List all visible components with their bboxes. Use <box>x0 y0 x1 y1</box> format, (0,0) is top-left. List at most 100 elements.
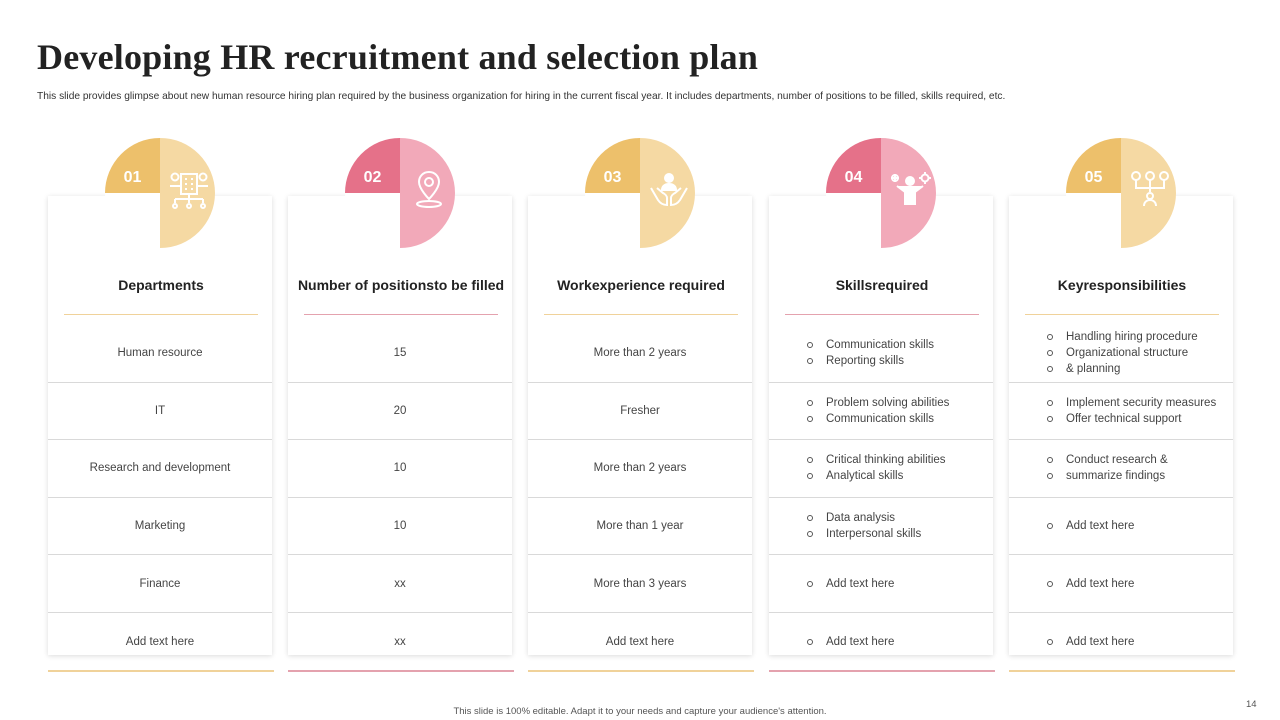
column-card <box>1009 196 1233 655</box>
cell-text: 20 <box>393 404 407 417</box>
table-cell: Communication skills Reporting skills <box>769 325 993 383</box>
bullet-item: Data analysis <box>807 510 993 526</box>
heading-divider <box>1025 314 1219 315</box>
table-cell: More than 2 years <box>528 440 752 498</box>
badge-quarter <box>826 138 881 193</box>
table-cell: IT <box>48 383 272 441</box>
slide-subtitle: This slide provides glimpse about new hu… <box>37 91 1006 102</box>
badge-cutout <box>345 193 400 248</box>
bullet-item: Reporting skills <box>807 353 993 369</box>
table-cell: Add text here <box>1009 555 1233 613</box>
table-cell: Add text here <box>1009 613 1233 671</box>
table-cell: Fresher <box>528 383 752 441</box>
bullet-item: Add text here <box>1047 576 1233 592</box>
column-bottom-line <box>769 670 995 672</box>
bullet-item: Conduct research & <box>1047 452 1233 468</box>
heading-divider <box>544 314 738 315</box>
bullet-item: summarize findings <box>1047 468 1233 484</box>
table-cell: More than 2 years <box>528 325 752 383</box>
bullet-item: Add text here <box>1047 518 1233 534</box>
column-bottom-line <box>1009 670 1235 672</box>
column-heading: Skills required <box>769 264 995 306</box>
badge-quarter <box>1066 138 1121 193</box>
cell-text: IT <box>154 404 166 417</box>
badge-half <box>400 138 455 248</box>
column-number: 03 <box>603 168 622 186</box>
cell-text: Marketing <box>134 520 186 533</box>
cell-text: xx <box>394 577 406 590</box>
badge-cutout <box>585 193 640 248</box>
table-cell: Add text here <box>1009 498 1233 556</box>
table-cell: Marketing <box>48 498 272 556</box>
bullet-item: Interpersonal skills <box>807 526 993 542</box>
column-04: 04 Skills required Communication skills Repo… <box>769 138 995 673</box>
page-number: 14 <box>1246 699 1257 710</box>
column-rows: More than 2 years Fresher More than 2 year… <box>528 325 752 671</box>
column-heading-line: to be filled <box>434 276 505 293</box>
badge-quarter <box>105 138 160 193</box>
table-cell: Add text here <box>769 555 993 613</box>
column-card <box>288 196 512 655</box>
bullet-item: Communication skills <box>807 411 993 427</box>
table-cell: Human resource <box>48 325 272 383</box>
table-cell: Add text here <box>48 613 272 671</box>
column-bottom-line <box>288 670 514 672</box>
table-cell: Problem solving abilities Communication s… <box>769 383 993 441</box>
bullet-item: Problem solving abilities <box>807 395 993 411</box>
bullet-list: Conduct research & summarize findings <box>1009 452 1233 484</box>
column-heading-line: experience required <box>591 276 725 293</box>
cell-text: Research and development <box>89 462 231 475</box>
column-card <box>528 196 752 655</box>
column-01: 01 Departments Human resource IT Research an… <box>48 138 274 673</box>
column-number: 02 <box>363 168 382 186</box>
bullet-item: & planning <box>1047 361 1233 377</box>
cell-text: More than 3 years <box>593 577 687 590</box>
cell-text: Human resource <box>117 347 203 360</box>
cell-text: Fresher <box>620 404 660 417</box>
column-rows: Communication skills Reporting skills Prob… <box>769 325 993 671</box>
column-bottom-line <box>528 670 754 672</box>
table-cell: Handling hiring procedure Organizational … <box>1009 325 1233 383</box>
cell-text: Add text here <box>605 635 675 648</box>
cell-text: 10 <box>393 520 407 533</box>
table-cell: Conduct research & summarize findings <box>1009 440 1233 498</box>
column-heading-line: Work <box>557 276 592 293</box>
cell-text: Add text here <box>125 635 195 648</box>
slide-title: Developing HR recruitment and selection … <box>37 37 759 77</box>
column-rows: Human resource IT Research and development… <box>48 325 272 671</box>
column-number: 01 <box>123 168 142 186</box>
cell-text: More than 1 year <box>596 520 684 533</box>
bullet-list: Add text here <box>1009 576 1233 592</box>
column-heading: Key responsibilities <box>1009 264 1235 306</box>
number-badge-circle: 04 <box>826 138 936 248</box>
column-heading-line: Key <box>1057 276 1084 293</box>
column-02: 02 Number of positions to be filled 15 20 10 1… <box>288 138 514 673</box>
column-heading: Work experience required <box>528 264 754 306</box>
bullet-item: Add text here <box>1047 634 1233 650</box>
table-cell: xx <box>288 555 512 613</box>
number-badge-circle: 03 <box>585 138 695 248</box>
bullet-item: Add text here <box>807 576 993 592</box>
table-cell: Research and development <box>48 440 272 498</box>
bullet-list: Handling hiring procedure Organizational … <box>1009 329 1233 377</box>
heading-divider <box>785 314 979 315</box>
column-05: 05 Key responsibilities Handling hiring pro… <box>1009 138 1235 673</box>
network-person-icon <box>1127 166 1173 212</box>
footer-note: This slide is 100% editable. Adapt it to… <box>453 706 827 717</box>
bullet-list: Critical thinking abilities Analytical sk… <box>769 452 993 484</box>
column-card <box>769 196 993 655</box>
cell-text: 15 <box>393 347 407 360</box>
table-cell: xx <box>288 613 512 671</box>
table-cell: More than 3 years <box>528 555 752 613</box>
cell-text: More than 2 years <box>593 462 687 475</box>
badge-half <box>640 138 695 248</box>
bullet-item: Add text here <box>807 634 993 650</box>
bullet-list: Add text here <box>769 576 993 592</box>
column-heading-line: required <box>872 276 929 293</box>
badge-cutout <box>826 193 881 248</box>
table-cell: 15 <box>288 325 512 383</box>
column-heading-line: responsibilities <box>1083 276 1187 293</box>
heading-divider <box>64 314 258 315</box>
bullet-list: Problem solving abilities Communication s… <box>769 395 993 427</box>
bullet-list: Communication skills Reporting skills <box>769 337 993 369</box>
